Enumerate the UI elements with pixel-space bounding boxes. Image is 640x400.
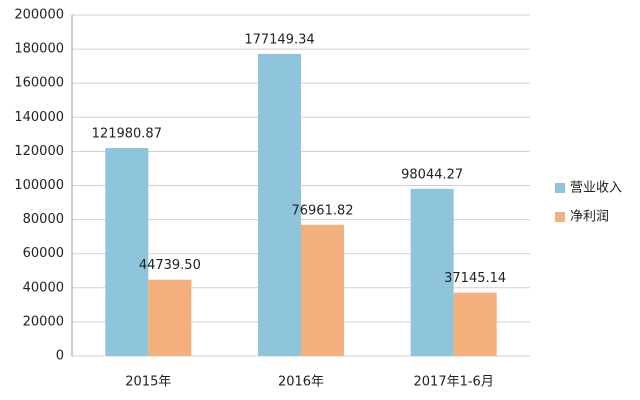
legend-label: 营业收入: [570, 181, 622, 196]
data-label: 98044.27: [401, 167, 463, 182]
y-tick-label: 60000: [23, 246, 64, 261]
y-tick-label: 180000: [14, 42, 64, 57]
y-tick-label: 160000: [14, 76, 64, 91]
data-label: 76961.82: [291, 203, 353, 218]
bar: [410, 188, 454, 356]
y-tick-label: 200000: [14, 8, 64, 23]
data-label: 121980.87: [92, 127, 162, 142]
legend-swatch: [555, 212, 565, 222]
bar: [105, 148, 149, 356]
bar: [258, 53, 301, 356]
y-tick-label: 40000: [23, 280, 64, 295]
x-tick-label: 2015年: [125, 375, 171, 390]
data-label: 37145.14: [444, 271, 506, 286]
bar: [148, 279, 192, 356]
y-tick-label: 0: [56, 349, 64, 364]
y-tick-label: 80000: [23, 212, 64, 227]
data-label: 177149.34: [244, 32, 314, 47]
y-tick-label: 140000: [14, 110, 64, 125]
y-tick-label: 100000: [14, 178, 64, 193]
bar: [301, 224, 344, 356]
x-tick-label: 2017年1-6月: [414, 375, 494, 390]
data-label: 44739.50: [139, 258, 201, 273]
x-tick-label: 2016年: [278, 375, 324, 390]
y-tick-label: 20000: [23, 314, 64, 329]
legend-swatch: [555, 183, 565, 193]
y-tick-label: 120000: [14, 144, 64, 159]
bar: [453, 292, 497, 356]
legend-label: 净利润: [570, 210, 609, 225]
